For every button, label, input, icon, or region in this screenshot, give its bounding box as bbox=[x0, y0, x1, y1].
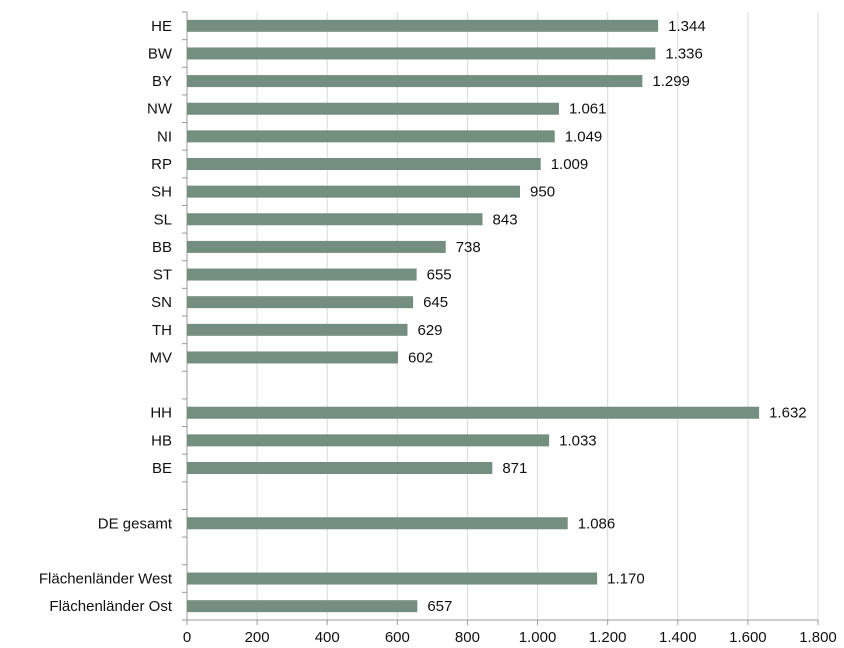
bar bbox=[187, 213, 483, 226]
category-label: BY bbox=[152, 73, 172, 90]
bar bbox=[187, 406, 760, 419]
value-label: 602 bbox=[408, 349, 433, 366]
category-label: MV bbox=[150, 349, 173, 366]
category-label: BB bbox=[152, 239, 172, 256]
category-label: HB bbox=[151, 432, 172, 449]
value-label: 655 bbox=[427, 267, 452, 284]
category-label: NW bbox=[147, 101, 173, 118]
x-tick-label: 600 bbox=[385, 629, 410, 646]
bar bbox=[187, 19, 659, 32]
value-label: 657 bbox=[427, 598, 452, 615]
category-label: RP bbox=[151, 156, 172, 173]
value-label: 1.086 bbox=[578, 515, 616, 532]
value-label: 871 bbox=[502, 460, 527, 477]
x-tick-label: 1.000 bbox=[519, 629, 557, 646]
bar bbox=[187, 102, 559, 115]
value-label: 1.344 bbox=[668, 18, 706, 35]
bar bbox=[187, 130, 555, 143]
bar bbox=[187, 240, 446, 253]
category-label: SN bbox=[151, 294, 172, 311]
bar bbox=[187, 351, 399, 364]
bar bbox=[187, 517, 568, 530]
x-tick-label: 800 bbox=[455, 629, 480, 646]
value-label: 738 bbox=[456, 239, 481, 256]
category-label: BW bbox=[148, 45, 173, 62]
category-label: BE bbox=[152, 460, 172, 477]
bar bbox=[187, 268, 417, 281]
x-tick-label: 400 bbox=[315, 629, 340, 646]
x-tick-label: 1.800 bbox=[799, 629, 837, 646]
bar bbox=[187, 185, 521, 198]
category-label: DE gesamt bbox=[98, 515, 173, 532]
category-label: Flächenländer Ost bbox=[49, 598, 172, 615]
bar bbox=[187, 158, 541, 170]
x-tick-label: 1.600 bbox=[729, 629, 767, 646]
value-label: 950 bbox=[530, 184, 555, 201]
bar bbox=[187, 75, 643, 88]
category-label: TH bbox=[152, 322, 172, 339]
value-label: 1.632 bbox=[769, 405, 807, 422]
bar bbox=[187, 462, 493, 474]
value-label: 1.033 bbox=[559, 432, 597, 449]
bar bbox=[187, 47, 656, 60]
value-label: 1.061 bbox=[569, 101, 607, 118]
value-label: 645 bbox=[423, 294, 448, 311]
x-tick-label: 1.400 bbox=[659, 629, 697, 646]
x-tick-label: 0 bbox=[183, 629, 191, 646]
category-label: HE bbox=[151, 18, 172, 35]
bar bbox=[187, 323, 408, 336]
bar bbox=[187, 600, 418, 613]
x-tick-label: 200 bbox=[245, 629, 270, 646]
bar bbox=[187, 296, 414, 309]
value-label: 1.336 bbox=[665, 45, 703, 62]
bar bbox=[187, 434, 550, 447]
value-label: 1.170 bbox=[607, 571, 645, 588]
category-label: SL bbox=[154, 211, 172, 228]
bar bbox=[187, 572, 598, 585]
category-label: HH bbox=[150, 405, 172, 422]
category-label: SH bbox=[151, 184, 172, 201]
category-label: Flächenländer West bbox=[39, 571, 173, 588]
x-tick-label: 1.200 bbox=[589, 629, 627, 646]
value-label: 1.009 bbox=[551, 156, 589, 173]
value-label: 1.049 bbox=[565, 128, 603, 145]
category-label: NI bbox=[157, 128, 172, 145]
category-label: ST bbox=[153, 267, 172, 284]
value-label: 629 bbox=[417, 322, 442, 339]
value-label: 1.299 bbox=[652, 73, 690, 90]
value-label: 843 bbox=[493, 211, 518, 228]
